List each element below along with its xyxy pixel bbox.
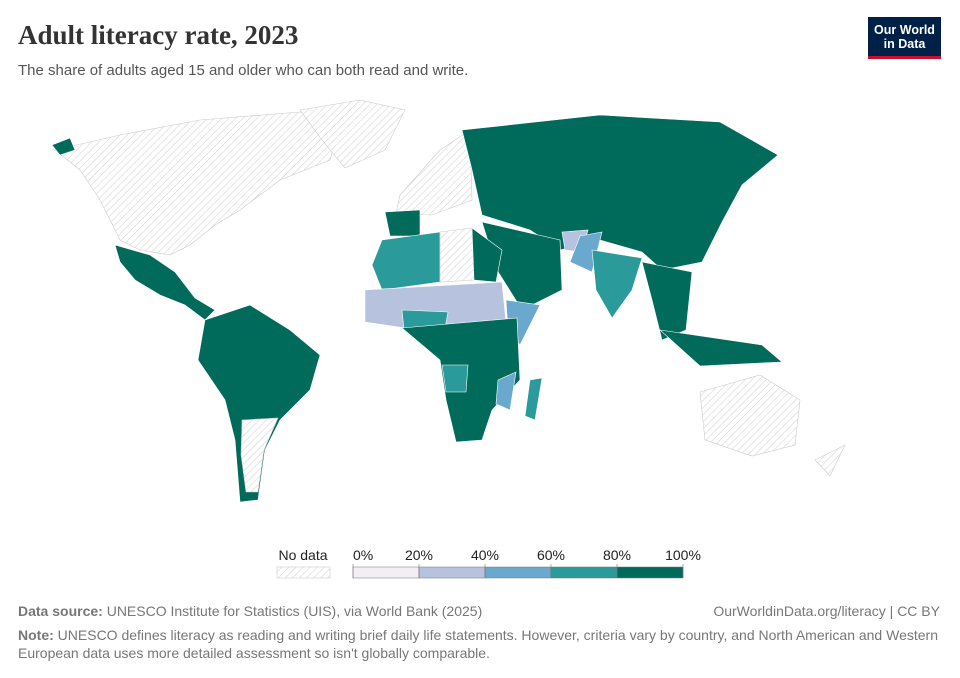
legend-tick-label: 40% <box>471 547 499 563</box>
legend-swatch <box>418 566 486 579</box>
note-label: Note: <box>18 627 54 643</box>
madagascar <box>524 377 543 421</box>
north-africa-west <box>371 231 441 291</box>
indonesia <box>659 329 783 367</box>
logo[interactable]: Our World in Data <box>868 17 941 59</box>
iberia <box>384 209 421 237</box>
legend-no-data-swatch <box>276 566 331 579</box>
note: Note: UNESCO defines literacy as reading… <box>18 626 943 662</box>
libya <box>439 227 475 283</box>
new-zealand <box>814 444 846 477</box>
legend-swatch <box>616 566 684 579</box>
greenland <box>299 99 406 169</box>
legend-tick-label: 20% <box>405 547 433 563</box>
north-america <box>54 111 341 256</box>
europe <box>395 129 473 216</box>
legend: No data 0% 20% 40% 60% 80% 100% <box>276 547 701 579</box>
legend-tick-label: 100% <box>665 547 701 563</box>
angola <box>441 364 469 393</box>
egypt <box>471 227 503 283</box>
legend-swatch <box>352 566 420 579</box>
logo-line: Our World <box>874 23 935 37</box>
south-america <box>197 304 321 503</box>
legend-tick-label: 0% <box>353 547 373 563</box>
legend-swatch <box>550 566 618 579</box>
world-map <box>51 99 846 503</box>
legend-no-data-label: No data <box>278 547 327 563</box>
subtitle: The share of adults aged 15 and older wh… <box>18 62 469 79</box>
region <box>51 137 76 156</box>
mozambique <box>495 371 517 411</box>
southeast-asia <box>641 261 693 341</box>
central-america <box>114 244 216 321</box>
title: Adult literacy rate, 2023 <box>18 20 299 50</box>
source: Data source: UNESCO Institute for Statis… <box>18 603 482 619</box>
link[interactable]: OurWorldinData.org/literacy | CC BY <box>713 603 940 619</box>
australia <box>699 374 801 457</box>
source-text: UNESCO Institute for Statistics (UIS), v… <box>106 603 483 619</box>
argentina <box>240 417 279 493</box>
source-label: Data source: <box>18 603 103 619</box>
legend-tick-label: 80% <box>603 547 631 563</box>
india <box>591 249 643 319</box>
legend-tick-label: 60% <box>537 547 565 563</box>
logo-line: in Data <box>883 37 926 51</box>
legend-swatch <box>484 566 552 579</box>
note-text: UNESCO defines literacy as reading and w… <box>18 627 938 661</box>
